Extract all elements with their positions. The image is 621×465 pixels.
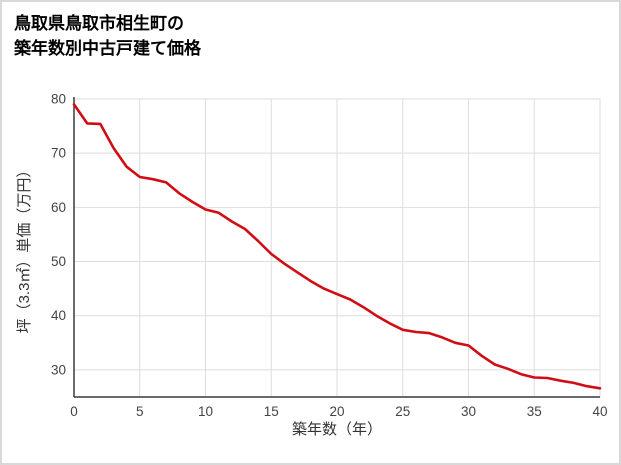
chart-generated-layer: 0 5 10 15 20 25 30 35 40 30 40 50 60 70 80: [51, 92, 608, 420]
x-tick-label: 30: [461, 404, 476, 419]
x-axis-label: 築年数（年）: [292, 420, 382, 438]
x-tick-label: 40: [592, 404, 607, 419]
y-axis-label: 坪（3.3㎡）単価（万円）: [16, 163, 33, 334]
price-line-series: [72, 103, 602, 390]
x-tick-label: 20: [329, 404, 344, 419]
y-tick-label: 40: [51, 308, 66, 323]
chart-title-line2: 築年数別中古戸建て価格: [14, 38, 201, 58]
y-tick-label: 30: [51, 362, 66, 377]
chart-title: 鳥取県鳥取市相生町の 築年数別中古戸建て価格: [14, 12, 201, 61]
x-tick-label: 10: [198, 404, 213, 419]
chart-title-line1: 鳥取県鳥取市相生町の: [14, 14, 184, 33]
y-tick-label: 70: [51, 146, 66, 161]
x-tick-label: 5: [136, 404, 144, 419]
x-tick-label: 25: [395, 404, 410, 419]
x-tick-label: 35: [527, 404, 542, 419]
y-tick-label: 80: [51, 92, 66, 107]
x-tick-label: 15: [264, 404, 279, 419]
y-tick-label: 60: [51, 200, 66, 215]
x-tick-label: 0: [70, 404, 78, 419]
y-tick-label: 50: [51, 254, 66, 269]
